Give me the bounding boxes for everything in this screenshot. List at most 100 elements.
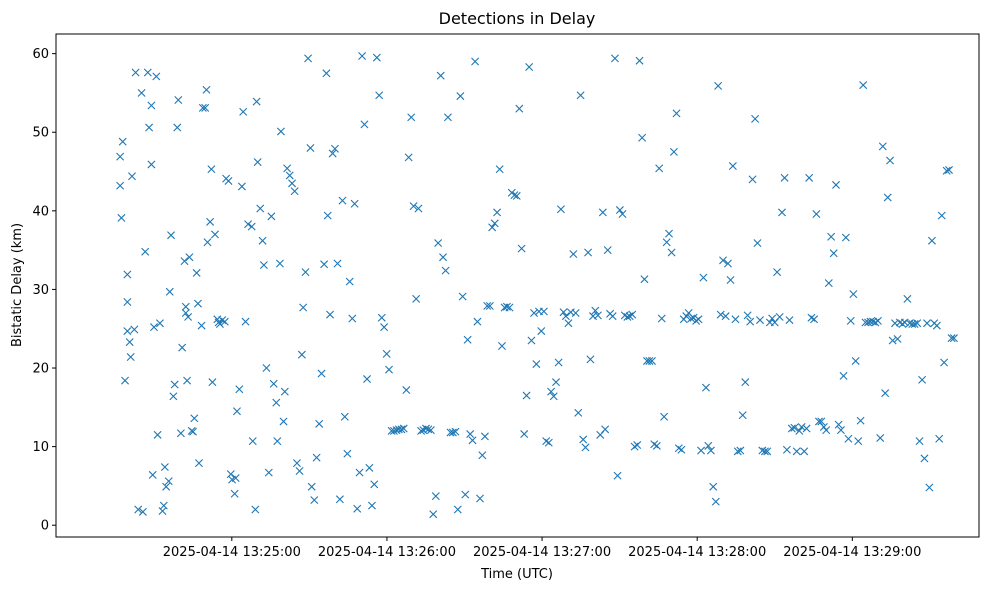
data-point xyxy=(603,246,612,255)
data-point xyxy=(231,474,240,483)
data-point xyxy=(822,426,831,435)
data-point xyxy=(888,336,897,345)
data-point xyxy=(285,171,294,180)
data-point xyxy=(576,91,585,100)
data-point xyxy=(677,445,686,454)
data-point xyxy=(323,211,332,220)
data-point xyxy=(817,417,826,426)
data-point xyxy=(439,253,448,262)
data-point xyxy=(215,320,224,328)
data-point xyxy=(134,505,143,514)
data-point xyxy=(699,273,708,282)
data-point xyxy=(913,319,922,328)
data-point xyxy=(927,236,936,245)
data-point xyxy=(207,165,216,174)
data-point xyxy=(181,302,190,311)
data-point xyxy=(239,107,248,116)
data-point xyxy=(147,101,156,110)
data-point xyxy=(333,259,342,268)
data-point xyxy=(244,220,253,229)
data-point xyxy=(125,338,134,347)
data-point xyxy=(623,312,632,321)
data-point xyxy=(593,311,602,320)
data-point xyxy=(248,437,257,446)
data-point xyxy=(760,447,769,456)
data-point xyxy=(471,57,480,66)
data-point xyxy=(307,482,316,491)
data-point xyxy=(301,268,310,277)
data-point xyxy=(778,208,786,217)
data-point xyxy=(276,127,285,136)
data-point xyxy=(456,92,465,101)
data-point xyxy=(480,432,489,441)
data-point xyxy=(160,463,169,472)
data-point xyxy=(756,316,765,325)
data-point xyxy=(247,222,256,231)
data-point xyxy=(667,248,676,257)
data-point xyxy=(197,321,206,330)
data-point xyxy=(137,88,146,97)
data-point xyxy=(232,407,241,416)
data-point xyxy=(143,68,152,77)
data-point xyxy=(645,356,654,365)
data-point xyxy=(230,489,239,498)
data-point xyxy=(343,449,352,458)
data-point xyxy=(721,312,730,321)
data-point xyxy=(310,496,319,505)
data-point xyxy=(635,56,644,65)
data-point xyxy=(365,463,374,472)
data-point xyxy=(153,430,162,439)
data-point xyxy=(512,191,521,200)
data-point xyxy=(824,279,833,288)
data-point xyxy=(714,81,723,90)
data-point xyxy=(709,482,718,491)
data-point xyxy=(810,315,819,324)
data-point xyxy=(655,164,664,173)
data-point xyxy=(275,259,284,268)
data-point xyxy=(116,181,125,190)
data-point xyxy=(768,314,777,323)
data-point xyxy=(367,501,376,510)
data-point xyxy=(458,292,467,301)
data-point xyxy=(190,414,199,423)
data-point xyxy=(618,209,627,218)
data-point xyxy=(812,209,821,218)
data-point xyxy=(736,446,745,455)
data-point xyxy=(237,182,246,191)
data-point xyxy=(827,232,836,241)
data-point xyxy=(792,447,801,456)
data-point xyxy=(937,211,946,220)
data-point xyxy=(539,307,548,316)
data-point xyxy=(292,459,301,468)
x-axis-label: Time (UTC) xyxy=(480,567,553,582)
data-point xyxy=(478,451,487,460)
data-point xyxy=(790,423,799,432)
data-point xyxy=(283,164,292,173)
data-point xyxy=(466,430,475,439)
data-point xyxy=(586,355,595,364)
data-point xyxy=(716,310,725,319)
data-point xyxy=(584,248,593,257)
data-point xyxy=(189,427,198,436)
data-point xyxy=(355,468,364,477)
data-point xyxy=(949,334,958,343)
data-point xyxy=(123,298,132,306)
data-point xyxy=(152,72,161,81)
data-point xyxy=(638,133,647,142)
data-point xyxy=(372,53,381,62)
data-point xyxy=(532,360,541,369)
data-point xyxy=(434,239,443,248)
data-point xyxy=(262,364,271,373)
data-point xyxy=(517,244,526,253)
data-point xyxy=(326,310,335,319)
data-point xyxy=(448,428,457,437)
data-point xyxy=(488,223,497,232)
data-point xyxy=(652,441,661,450)
data-point xyxy=(267,212,276,221)
data-point xyxy=(149,323,158,332)
data-point xyxy=(180,257,189,266)
data-point xyxy=(726,276,735,284)
data-point xyxy=(348,314,357,323)
data-point xyxy=(453,505,462,514)
data-point xyxy=(330,144,339,153)
